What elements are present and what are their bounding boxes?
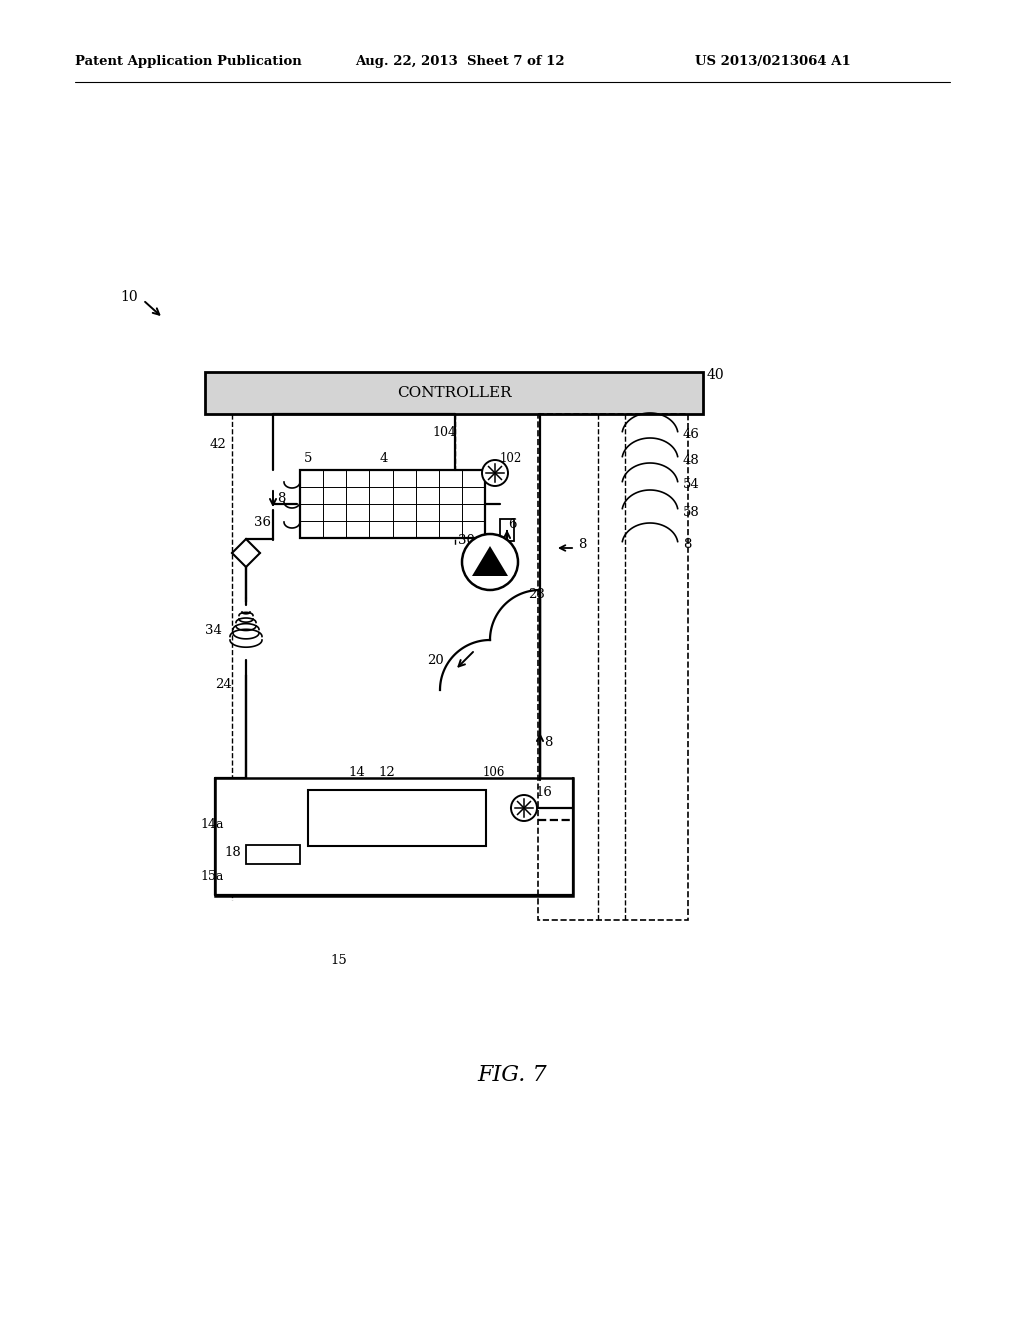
Text: 40: 40 (707, 368, 725, 381)
Bar (205, 372, 703, 414)
Text: 15: 15 (330, 953, 347, 966)
Text: 36: 36 (254, 516, 271, 529)
Text: 5: 5 (304, 451, 312, 465)
Text: 8: 8 (578, 539, 587, 552)
Bar (500, 519, 514, 541)
Text: 10: 10 (120, 290, 137, 304)
Bar (308, 789, 486, 846)
Text: 14: 14 (348, 766, 365, 779)
Text: 4: 4 (380, 451, 388, 465)
Text: 20: 20 (427, 653, 443, 667)
Text: 42: 42 (210, 438, 226, 451)
Text: 102: 102 (500, 451, 522, 465)
Text: 30: 30 (458, 533, 475, 546)
Text: 54: 54 (683, 479, 699, 491)
Bar (300, 470, 485, 539)
Text: 8: 8 (278, 491, 286, 504)
Text: 106: 106 (483, 766, 506, 779)
Text: 46: 46 (683, 429, 699, 441)
Text: 8: 8 (544, 735, 552, 748)
Polygon shape (472, 546, 508, 576)
Text: 12: 12 (378, 766, 394, 779)
Circle shape (482, 459, 508, 486)
Bar (246, 845, 300, 865)
Text: CONTROLLER: CONTROLLER (396, 385, 511, 400)
Circle shape (511, 795, 537, 821)
Bar (215, 777, 573, 896)
Circle shape (462, 535, 518, 590)
Polygon shape (232, 539, 260, 568)
Text: 104: 104 (432, 425, 456, 438)
Text: 6: 6 (508, 519, 516, 532)
Text: 58: 58 (683, 506, 699, 519)
Text: US 2013/0213064 A1: US 2013/0213064 A1 (695, 55, 851, 69)
Text: 8: 8 (683, 539, 691, 552)
Text: 28: 28 (528, 589, 545, 602)
Text: 18: 18 (224, 846, 241, 858)
Text: 16: 16 (535, 787, 552, 800)
Text: 2: 2 (464, 549, 472, 561)
Text: 24: 24 (215, 678, 231, 692)
Text: FIG. 7: FIG. 7 (477, 1064, 547, 1086)
Text: Aug. 22, 2013  Sheet 7 of 12: Aug. 22, 2013 Sheet 7 of 12 (355, 55, 564, 69)
Text: 14a: 14a (200, 818, 223, 832)
Text: Patent Application Publication: Patent Application Publication (75, 55, 302, 69)
Text: 48: 48 (683, 454, 699, 466)
Text: 34: 34 (205, 623, 222, 636)
Text: 15a: 15a (200, 870, 223, 883)
Bar (538, 414, 688, 920)
